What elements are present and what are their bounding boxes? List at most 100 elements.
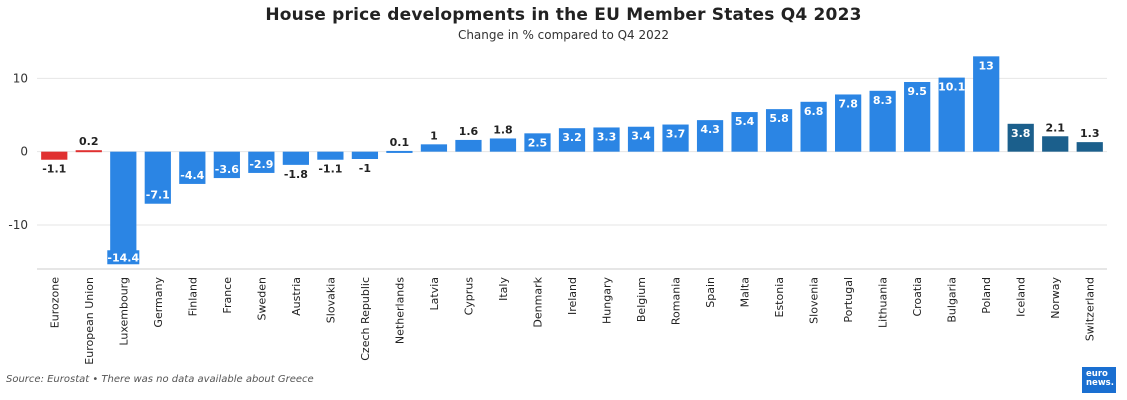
bar [627, 126, 655, 152]
category-label: Slovakia [324, 277, 337, 323]
category-label: Switzerland [1084, 277, 1097, 341]
value-label: -1.1 [318, 163, 342, 176]
value-label: 9.5 [907, 85, 927, 98]
bar [1007, 123, 1034, 152]
value-label: 4.3 [700, 123, 720, 136]
bar [1076, 142, 1103, 152]
chart-title: House price developments in the EU Membe… [265, 5, 862, 25]
value-label: 3.2 [562, 131, 582, 144]
bar [835, 94, 862, 152]
bar [489, 138, 517, 152]
category-label: Belgium [635, 277, 648, 322]
category-label: Finland [186, 277, 199, 316]
category-label: Eurozone [48, 277, 61, 328]
bar [110, 151, 137, 258]
category-label: Denmark [531, 276, 544, 327]
value-label: 5.8 [769, 112, 789, 125]
category-label: Italy [497, 277, 510, 301]
value-label: 0.1 [390, 136, 410, 149]
value-label: 10.1 [938, 81, 965, 94]
bar [248, 151, 275, 173]
bar [1042, 136, 1069, 152]
value-label: -1.8 [284, 168, 308, 181]
value-label: 1 [430, 129, 438, 142]
chart-subtitle: Change in % compared to Q4 2022 [457, 28, 670, 42]
category-label: Malta [739, 277, 752, 307]
bar [869, 90, 896, 152]
category-label: European Union [83, 277, 96, 365]
value-label: -3.6 [215, 163, 239, 176]
value-label: 2.5 [528, 136, 548, 149]
value-label: -14.4 [107, 251, 139, 264]
y-tick-label: 10 [13, 71, 28, 85]
logo-line-1: euro [1086, 369, 1108, 379]
category-label: Hungary [601, 277, 614, 324]
value-label: 6.8 [804, 105, 824, 118]
value-label: -7.1 [146, 189, 170, 202]
bar [973, 56, 1000, 152]
category-label: Iceland [1015, 277, 1028, 317]
bar [731, 112, 758, 152]
category-label: Lithuania [877, 277, 890, 328]
bar [800, 101, 827, 152]
source-note: Source: Eurostat • There was no data ava… [6, 374, 314, 385]
bar [351, 151, 379, 159]
category-label: Estonia [773, 277, 786, 318]
bar [558, 128, 586, 152]
category-label: France [221, 277, 234, 314]
category-label: Sweden [255, 277, 268, 320]
value-label: 3.7 [666, 128, 686, 141]
bar [904, 82, 931, 152]
euronews-logo: euro news. [1082, 367, 1116, 393]
value-label: 8.3 [873, 94, 893, 107]
category-label: Portugal [842, 277, 855, 323]
bar [179, 151, 206, 184]
value-label: 0.2 [79, 135, 99, 148]
bar [213, 151, 240, 179]
category-label: Czech Republic [359, 277, 372, 361]
value-label: 2.1 [1045, 121, 1065, 134]
category-label: Slovenia [808, 277, 821, 324]
bar [144, 151, 171, 204]
y-tick-label: 0 [20, 145, 28, 159]
bar [593, 127, 620, 152]
bar [765, 109, 793, 152]
value-label: 1.6 [459, 125, 479, 138]
category-label: Romania [670, 277, 683, 325]
bar [662, 124, 689, 152]
bar [75, 150, 102, 153]
value-label: 13 [979, 59, 994, 72]
value-label: -2.9 [249, 158, 273, 171]
value-label: -1 [359, 162, 371, 175]
bar [455, 139, 482, 152]
y-tick-label: -10 [8, 218, 28, 232]
category-label: Ireland [566, 277, 579, 315]
value-label: 3.8 [1011, 127, 1031, 140]
value-label: 3.3 [597, 130, 617, 143]
category-label: Latvia [428, 277, 441, 311]
value-label: -4.4 [180, 169, 204, 182]
category-label: Norway [1049, 277, 1062, 319]
bar [524, 133, 551, 152]
value-label: 1.3 [1080, 127, 1100, 140]
bar [696, 120, 724, 152]
bar [938, 77, 965, 152]
logo-line-2: news. [1086, 378, 1114, 388]
category-label: Cyprus [462, 277, 475, 316]
category-label: Germany [152, 277, 165, 328]
value-label-bg [107, 250, 140, 265]
value-label: 7.8 [838, 97, 858, 110]
value-label: 1.8 [493, 123, 513, 136]
bar [317, 151, 344, 160]
bar [41, 151, 68, 160]
category-label: Luxembourg [117, 277, 130, 346]
category-label: Croatia [911, 277, 924, 317]
bar [386, 150, 413, 153]
bar [420, 144, 448, 152]
value-label: 3.4 [631, 130, 651, 143]
category-label: Poland [980, 277, 993, 314]
value-label: -1.1 [42, 163, 66, 176]
category-label: Spain [704, 277, 717, 308]
category-label: Austria [290, 277, 303, 316]
